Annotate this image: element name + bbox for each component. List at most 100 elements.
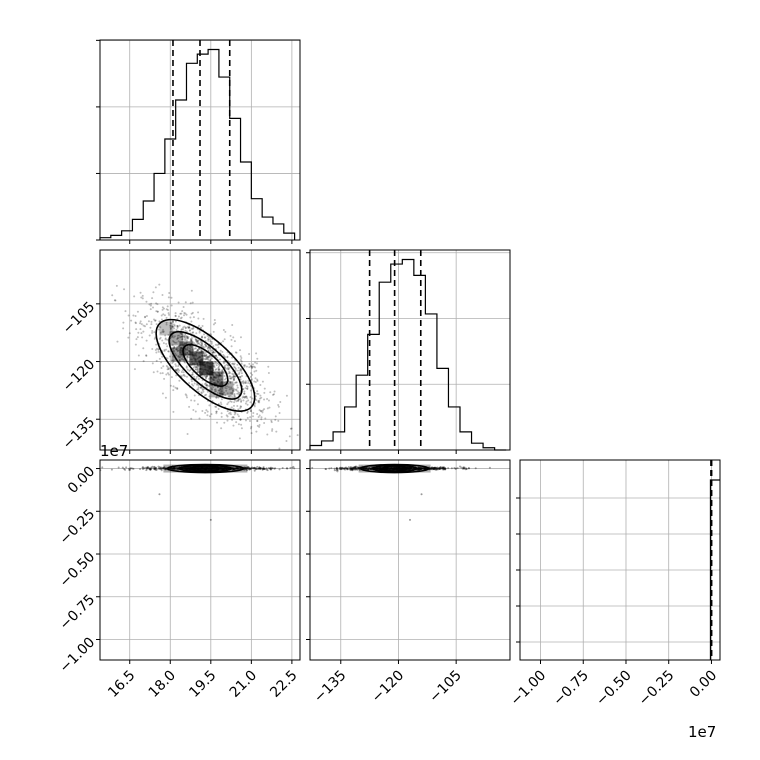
p2-point bbox=[151, 331, 154, 334]
p2-point bbox=[200, 327, 203, 330]
p2-point bbox=[205, 376, 208, 379]
p2-point bbox=[232, 404, 235, 407]
p2-point bbox=[214, 369, 217, 372]
p4-point bbox=[172, 467, 175, 470]
p2-density-cell bbox=[159, 321, 174, 336]
p5-point bbox=[434, 467, 437, 470]
p2-point bbox=[232, 415, 235, 418]
p2-point bbox=[169, 384, 172, 387]
p2-point bbox=[214, 390, 217, 393]
p2-point bbox=[278, 447, 281, 450]
p4-point bbox=[250, 467, 253, 470]
p2-point bbox=[179, 336, 182, 339]
p5-point bbox=[335, 469, 338, 472]
p4-point bbox=[155, 468, 158, 471]
p2-point bbox=[206, 384, 209, 387]
p2-point bbox=[161, 330, 164, 333]
p5-point bbox=[340, 466, 343, 469]
p5-point bbox=[412, 467, 415, 470]
p2-point bbox=[240, 423, 243, 426]
p2-point bbox=[181, 333, 184, 336]
p2-point bbox=[215, 362, 218, 365]
p4-point bbox=[274, 467, 277, 470]
p2-point bbox=[239, 375, 242, 378]
p2-point bbox=[183, 335, 186, 338]
p2-point bbox=[227, 401, 230, 404]
p2-point bbox=[255, 399, 258, 402]
p4-point bbox=[269, 467, 272, 470]
p2-point bbox=[255, 369, 258, 372]
p5-point bbox=[364, 467, 367, 470]
p2-point bbox=[162, 307, 165, 310]
p2-point bbox=[249, 389, 252, 392]
p2-point bbox=[189, 338, 192, 341]
p2-point bbox=[259, 384, 262, 387]
p5-point bbox=[376, 467, 379, 470]
p2-point bbox=[176, 325, 179, 328]
p2-point bbox=[210, 342, 213, 345]
p4-point bbox=[176, 468, 179, 471]
p5-point bbox=[376, 467, 379, 470]
p2-point bbox=[238, 391, 241, 394]
p2-point bbox=[240, 400, 243, 403]
p2-point bbox=[230, 338, 233, 341]
p2-point bbox=[174, 363, 177, 366]
p2-point bbox=[201, 389, 204, 392]
p4-point bbox=[234, 467, 237, 470]
p2-point bbox=[228, 386, 231, 389]
p5-point bbox=[353, 467, 356, 470]
p2-point bbox=[171, 362, 174, 365]
p2-point bbox=[230, 345, 233, 348]
p2-point bbox=[220, 427, 223, 430]
p4-point bbox=[251, 466, 254, 469]
p5-point bbox=[433, 468, 436, 471]
p2-point bbox=[176, 324, 179, 327]
p2-point bbox=[197, 339, 200, 342]
p5-density bbox=[310, 463, 491, 521]
p4-point bbox=[150, 467, 153, 470]
p2-point bbox=[263, 387, 266, 390]
p2-point bbox=[229, 371, 232, 374]
p2-point bbox=[153, 318, 156, 321]
p4-point bbox=[265, 467, 268, 470]
p4-point bbox=[176, 467, 179, 470]
p2-point bbox=[239, 376, 242, 379]
p5-point bbox=[423, 468, 426, 471]
p5-point bbox=[419, 468, 422, 471]
p5-point bbox=[422, 467, 425, 470]
p2-point bbox=[198, 331, 201, 334]
p2-point bbox=[158, 357, 161, 360]
p2-point bbox=[230, 400, 233, 403]
p2-point bbox=[215, 389, 218, 392]
p2-point bbox=[201, 336, 204, 339]
p2-point bbox=[191, 301, 194, 304]
p5-point bbox=[418, 467, 421, 470]
p2-point bbox=[184, 329, 187, 332]
p5-point bbox=[423, 467, 426, 470]
p4-point bbox=[154, 467, 157, 470]
p5-point bbox=[366, 467, 369, 470]
p2-point bbox=[191, 311, 194, 314]
p2-point bbox=[266, 433, 269, 436]
p2-point bbox=[234, 381, 237, 384]
p2-point bbox=[196, 349, 199, 352]
p2-point bbox=[151, 362, 154, 365]
p4-point bbox=[139, 468, 142, 471]
p2-point bbox=[226, 410, 229, 413]
p2-point bbox=[213, 365, 216, 368]
p2-point bbox=[223, 355, 226, 358]
p4-point bbox=[145, 467, 148, 470]
p2-point bbox=[186, 336, 189, 339]
p5-point bbox=[362, 467, 365, 470]
p4-point bbox=[248, 467, 251, 470]
p2-point bbox=[205, 358, 208, 361]
p2-point bbox=[274, 418, 277, 421]
p2-point bbox=[254, 377, 257, 380]
p2-point bbox=[266, 397, 269, 400]
p2-point bbox=[166, 305, 169, 308]
p2-point bbox=[223, 375, 226, 378]
p2-point bbox=[190, 289, 193, 292]
p2-point bbox=[195, 339, 198, 342]
p2-point bbox=[220, 392, 223, 395]
p2-point bbox=[179, 355, 182, 358]
